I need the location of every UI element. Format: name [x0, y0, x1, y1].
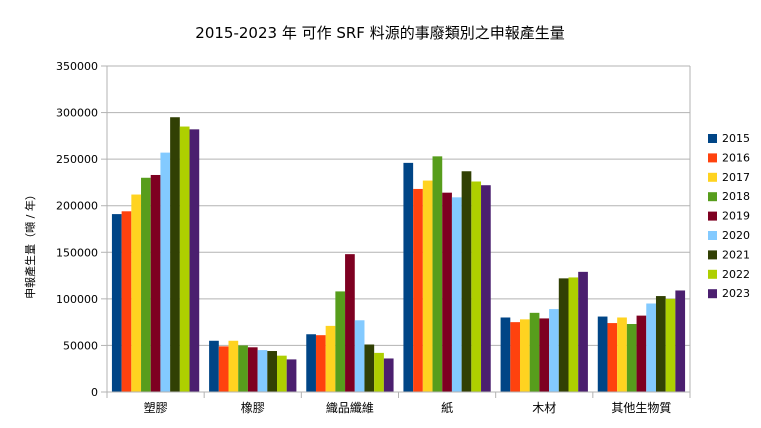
bar — [150, 174, 161, 392]
bar — [170, 117, 180, 392]
bar — [111, 214, 122, 392]
legend-swatch — [708, 134, 717, 143]
y-tick-label: 200000 — [56, 200, 98, 213]
y-tick-label: 300000 — [56, 107, 98, 120]
legend-label: 2020 — [722, 229, 750, 242]
bar — [655, 296, 666, 392]
bar — [646, 303, 656, 392]
bar — [141, 177, 151, 392]
x-tick-label: 橡膠 — [241, 401, 265, 415]
legend-swatch — [708, 289, 717, 299]
legend-swatch — [708, 231, 717, 240]
bar — [665, 298, 676, 392]
bar — [636, 315, 647, 392]
bar — [597, 316, 608, 392]
bar — [403, 162, 414, 392]
bar — [121, 211, 132, 392]
bar — [238, 345, 248, 392]
bar — [607, 323, 618, 392]
bar — [286, 359, 297, 392]
bar — [218, 346, 229, 392]
bar — [131, 194, 142, 392]
bar — [335, 291, 346, 392]
bar — [461, 171, 472, 392]
bar — [364, 344, 375, 392]
bar — [442, 192, 452, 392]
bar — [558, 278, 569, 392]
y-axis-ticks: 0 50000 100000 150000 200000 250000 300000 3500… — [56, 60, 107, 399]
bar — [578, 271, 588, 392]
x-tick-label: 紙 — [441, 400, 453, 415]
gridlines — [107, 65, 690, 393]
bar — [345, 254, 355, 392]
bar — [247, 347, 258, 392]
legend-label: 2017 — [722, 171, 750, 184]
bar — [481, 185, 491, 392]
legend-swatch — [708, 250, 717, 260]
bar — [529, 312, 540, 392]
bar — [471, 181, 482, 392]
bar — [209, 340, 219, 392]
x-tick-label: 其他生物質 — [611, 400, 671, 415]
bar — [374, 352, 384, 392]
bar — [539, 318, 550, 392]
legend-swatch — [708, 153, 717, 163]
y-tick-label: 350000 — [56, 60, 98, 73]
bar — [277, 355, 287, 392]
legend-label: 2023 — [722, 287, 750, 300]
bar — [549, 309, 559, 392]
bar — [160, 152, 171, 392]
bar — [189, 129, 200, 392]
bar — [354, 320, 365, 392]
y-axis-label: 申報產生量（噸 / 年） — [23, 189, 37, 299]
bar — [267, 351, 277, 392]
legend-label: 2021 — [722, 248, 750, 261]
axes — [106, 66, 691, 398]
y-tick-label: 250000 — [56, 153, 98, 166]
legend-label: 2018 — [722, 190, 750, 203]
bar — [500, 317, 511, 392]
y-tick-label: 150000 — [56, 246, 98, 259]
bar — [626, 324, 637, 392]
bar — [568, 277, 579, 392]
bars — [111, 117, 686, 392]
x-tick-label: 木材 — [532, 401, 556, 415]
legend-label: 2019 — [722, 210, 750, 223]
bar — [228, 340, 239, 392]
chart-title: 2015-2023 年 可作 SRF 料源的事廢類別之申報產生量 — [195, 24, 564, 42]
legend-label: 2022 — [722, 268, 750, 281]
bar — [306, 334, 316, 392]
legend-label: 2016 — [722, 151, 750, 164]
bar — [325, 325, 336, 392]
bar — [422, 180, 433, 392]
bar — [257, 350, 268, 392]
legend: 2015 2016 2017 2018 2019 2020 2021 2022 2023 — [708, 132, 750, 300]
legend-swatch — [708, 192, 717, 202]
bar — [179, 126, 190, 392]
y-tick-label: 50000 — [63, 339, 98, 352]
x-tick-label: 塑膠 — [144, 400, 168, 415]
x-tick-label: 織品纖維 — [326, 401, 374, 415]
y-tick-label: 100000 — [56, 293, 98, 306]
x-axis-labels: 塑膠 橡膠 織品纖維 紙 木材 其他生物質 — [144, 400, 672, 415]
bar — [413, 188, 423, 392]
bar — [451, 197, 462, 392]
bar — [432, 156, 443, 392]
legend-swatch — [708, 211, 717, 221]
bar — [520, 319, 530, 392]
bar — [675, 290, 686, 392]
legend-swatch — [708, 172, 717, 182]
y-tick-label: 0 — [91, 386, 98, 399]
bar — [383, 358, 394, 392]
bar — [617, 317, 627, 392]
bar — [315, 335, 326, 392]
bar — [510, 322, 520, 392]
legend-label: 2015 — [722, 132, 750, 145]
legend-swatch — [708, 269, 717, 279]
